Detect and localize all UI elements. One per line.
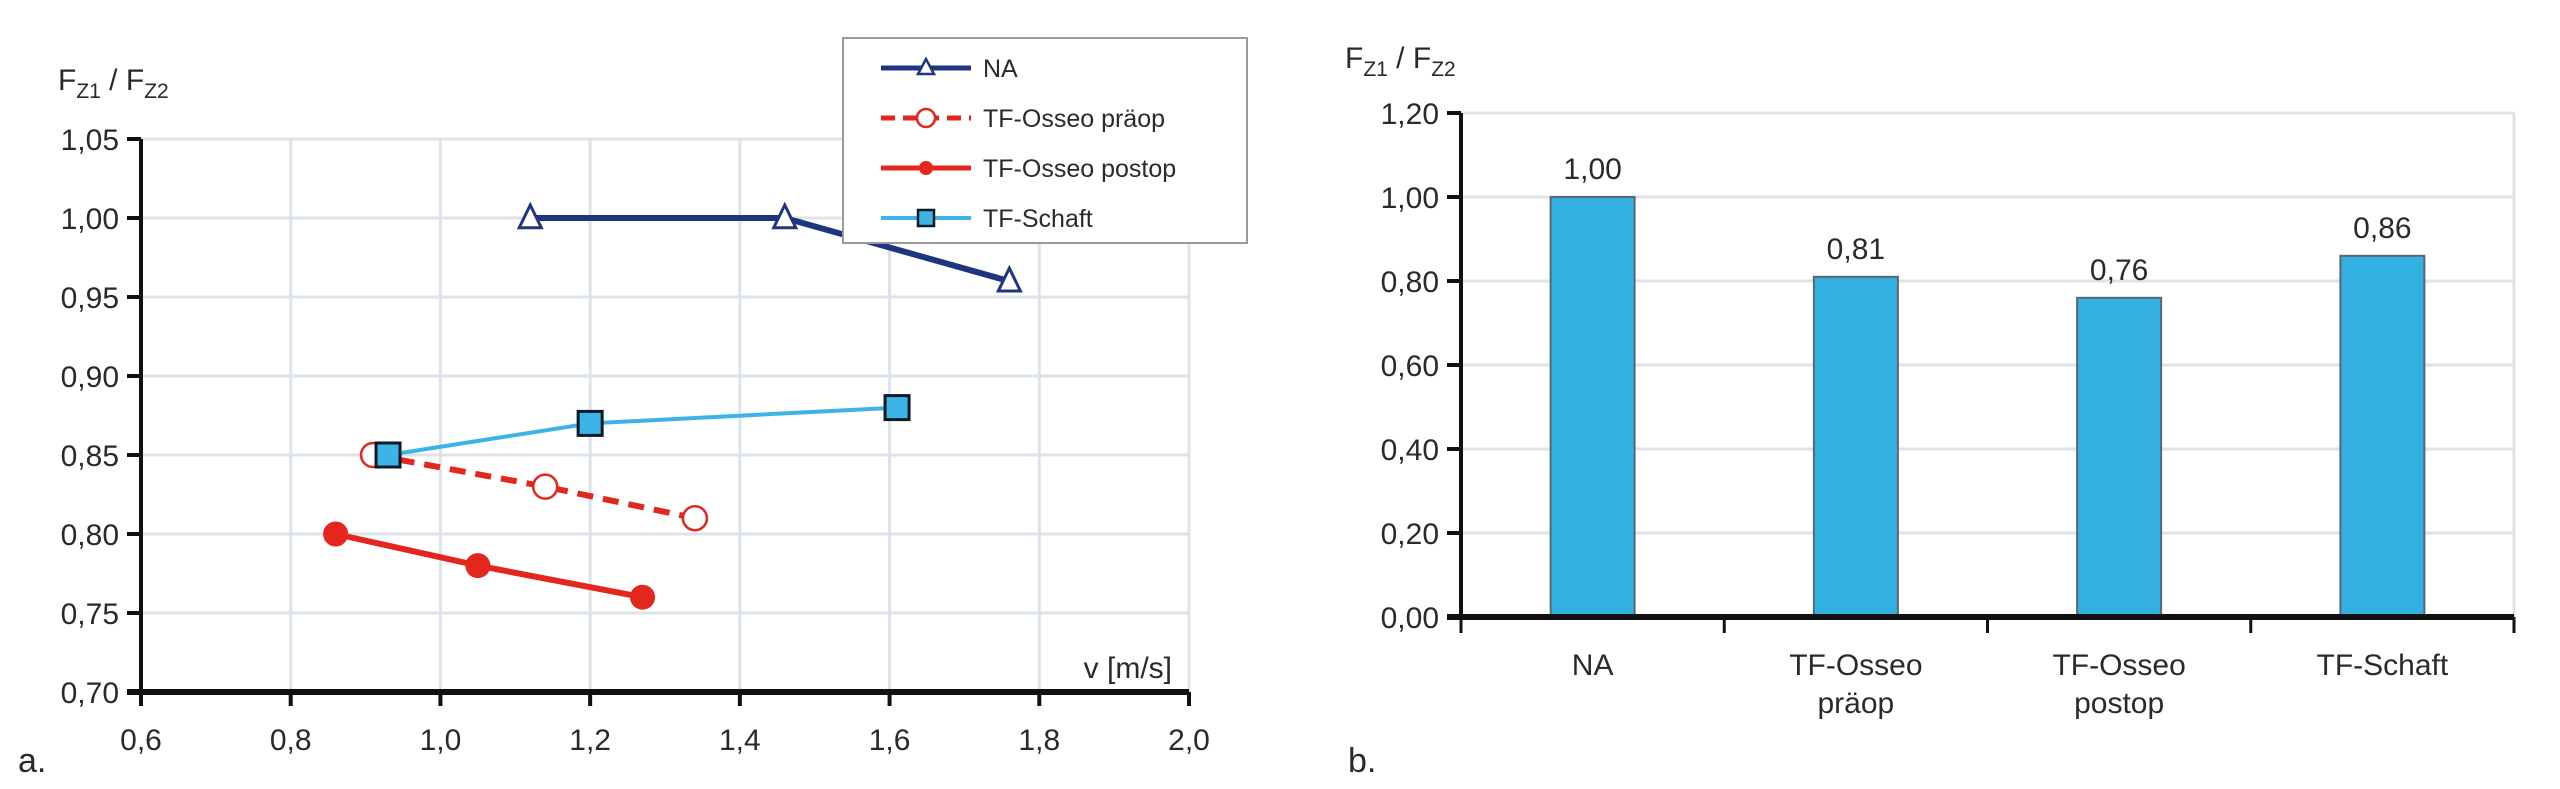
series-group [323, 201, 1023, 610]
series-na [516, 201, 1023, 293]
data-point [771, 201, 799, 230]
series-tf-osseo-postop [323, 521, 656, 610]
y-tick-label: 0,40 [1381, 434, 1439, 467]
tick-labels: 0,00 0,20 0,40 0,60 0,80 1,00 1,20 NA TF-Osseo pr… [1381, 98, 2449, 720]
y-tick-label: 0,70 [61, 677, 119, 710]
bars-group: 1,00 0,81 0,76 0,86 [1549, 153, 2426, 619]
bar-group: 0,86 [2339, 212, 2426, 619]
series-tf-schaft [374, 394, 911, 469]
bar [2339, 254, 2426, 619]
line-chart-panel-a: 0,70 0,75 0,80 0,85 0,90 0,95 1,00 1,05 0,6 0,8 1,… [18, 37, 1248, 780]
y-tick-label: 0,80 [1381, 266, 1439, 299]
y-tick-label: 0,80 [61, 519, 119, 552]
y-tick-label: 0,20 [1381, 518, 1439, 551]
data-point [630, 584, 656, 610]
x-category-label: NA [1572, 649, 1614, 682]
x-tick-label: 2,0 [1168, 724, 1210, 757]
x-category-label: TF-Schaft [2317, 649, 2449, 682]
data-label: 0,81 [1827, 233, 1885, 266]
panel-label-b: b. [1348, 742, 1376, 780]
bar [1549, 196, 1636, 618]
y-tick-label: 0,75 [61, 598, 119, 631]
data-point [374, 441, 402, 469]
legend-label: TF-Osseo präop [983, 105, 1165, 133]
legend-swatch-marker [919, 161, 933, 175]
bar [2076, 296, 2163, 618]
x-tick-label: 0,8 [270, 724, 312, 757]
bar-group: 1,00 [1549, 153, 1636, 618]
x-tick-label: 1,6 [869, 724, 911, 757]
y-tick-label: 1,00 [1381, 182, 1439, 215]
legend-label: NA [983, 55, 1018, 83]
data-label: 0,86 [2353, 212, 2411, 245]
x-tick-label: 1,2 [569, 724, 611, 757]
legend-item: NA [881, 55, 1018, 83]
data-point [465, 553, 491, 579]
y-axis-label: FZ1 / FZ2 [1345, 42, 1456, 81]
y-tick-label: 0,95 [61, 282, 119, 315]
bar-group: 0,81 [1812, 233, 1899, 618]
y-tick-label: 0,90 [61, 361, 119, 394]
legend: NA TF-Osseo präop TF-Osseo postop TF-Schaft [842, 37, 1248, 244]
series-line [387, 405, 898, 457]
axes [127, 137, 1191, 706]
y-tick-label: 1,20 [1381, 98, 1439, 131]
legend-swatch-marker [916, 208, 936, 228]
x-axis-label: v [m/s] [1084, 652, 1172, 685]
x-tick-label: 1,0 [420, 724, 462, 757]
data-point [516, 201, 544, 230]
y-tick-label: 1,05 [61, 124, 119, 157]
legend-item: TF-Osseo postop [881, 155, 1176, 183]
bar-chart-panel-b: 1,00 0,81 0,76 0,86 0,00 0,20 0,40 0,60 0,80 1,0… [1345, 42, 2516, 780]
data-label: 0,76 [2090, 254, 2148, 287]
data-point [576, 409, 604, 437]
legend-label: TF-Osseo postop [983, 155, 1176, 183]
y-axis-label: FZ1 / FZ2 [58, 64, 169, 103]
data-point [995, 264, 1023, 293]
tick-labels: 0,70 0,75 0,80 0,85 0,90 0,95 1,00 1,05 0,6 0,8 1,… [61, 124, 1210, 757]
legend-swatch-marker [915, 56, 937, 76]
legend-box [842, 37, 1248, 244]
x-tick-label: 1,8 [1018, 724, 1060, 757]
y-tick-label: 0,85 [61, 440, 119, 473]
y-tick-label: 1,00 [61, 203, 119, 236]
x-category-label: TF-Osseo [2052, 649, 2185, 682]
y-tick-label: 0,60 [1381, 350, 1439, 383]
x-category-label: TF-Osseo [1789, 649, 1922, 682]
data-point [681, 504, 709, 532]
x-tick-label: 1,4 [719, 724, 761, 757]
data-point [883, 394, 911, 422]
series-line [372, 452, 696, 522]
data-point [531, 473, 559, 500]
legend-label: TF-Schaft [983, 205, 1093, 233]
gridlines [1461, 111, 2516, 617]
y-tick-label: 0,00 [1381, 602, 1439, 635]
legend-item: TF-Osseo präop [881, 105, 1165, 133]
legend-swatch-marker [915, 107, 937, 129]
data-point [323, 521, 349, 547]
bar [1812, 275, 1899, 618]
axes [1447, 111, 2516, 633]
x-category-label: präop [1818, 687, 1895, 720]
bar-group: 0,76 [2076, 254, 2163, 618]
data-label: 1,00 [1563, 153, 1621, 186]
legend-item: TF-Schaft [881, 205, 1093, 233]
panel-label-a: a. [18, 742, 46, 780]
x-tick-label: 0,6 [120, 724, 162, 757]
x-category-label: postop [2074, 687, 2164, 720]
